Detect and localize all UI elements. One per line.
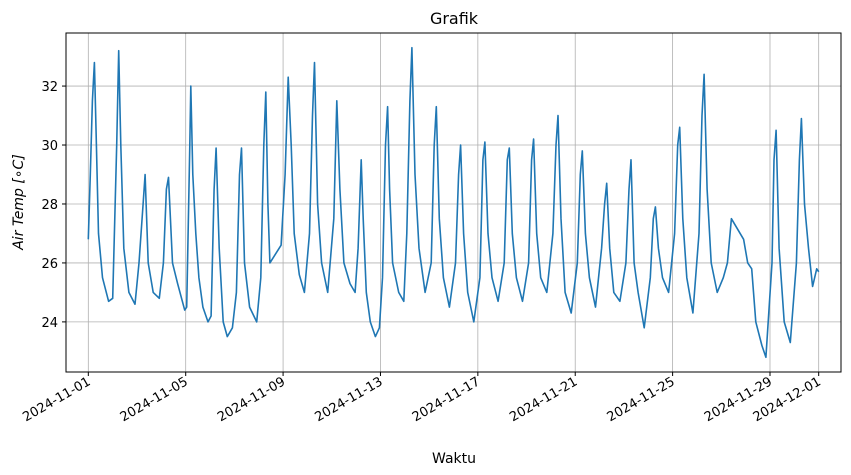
y-tick-label: 26 [41, 257, 58, 272]
series-layer [87, 46, 820, 359]
x-tick-label: 2024-11-09 [215, 374, 288, 425]
x-tick-label: 2024-11-01 [20, 374, 93, 425]
plot-frame [65, 32, 842, 373]
grid [66, 33, 841, 372]
ticks: 24 26 28 30 32 2024-11-01 2024-11-05 2024-11-09… [20, 80, 823, 425]
x-tick-label: 2024-11-25 [605, 374, 678, 425]
x-tick-label: 2024-11-05 [118, 374, 191, 425]
y-axis-label: Air Temp [∘C] [11, 154, 27, 251]
series-line-0 [87, 46, 820, 359]
chart-title: Grafik [430, 9, 479, 28]
y-tick-label: 28 [41, 198, 58, 213]
y-tick-label: 32 [41, 80, 58, 95]
x-tick-label: 2024-11-13 [313, 374, 386, 425]
x-tick-label: 2024-11-17 [410, 374, 483, 425]
y-tick-label: 30 [41, 139, 58, 154]
x-tick-label: 2024-11-21 [507, 374, 580, 425]
x-axis-label: Waktu [432, 451, 476, 467]
y-tick-label: 24 [41, 316, 58, 331]
